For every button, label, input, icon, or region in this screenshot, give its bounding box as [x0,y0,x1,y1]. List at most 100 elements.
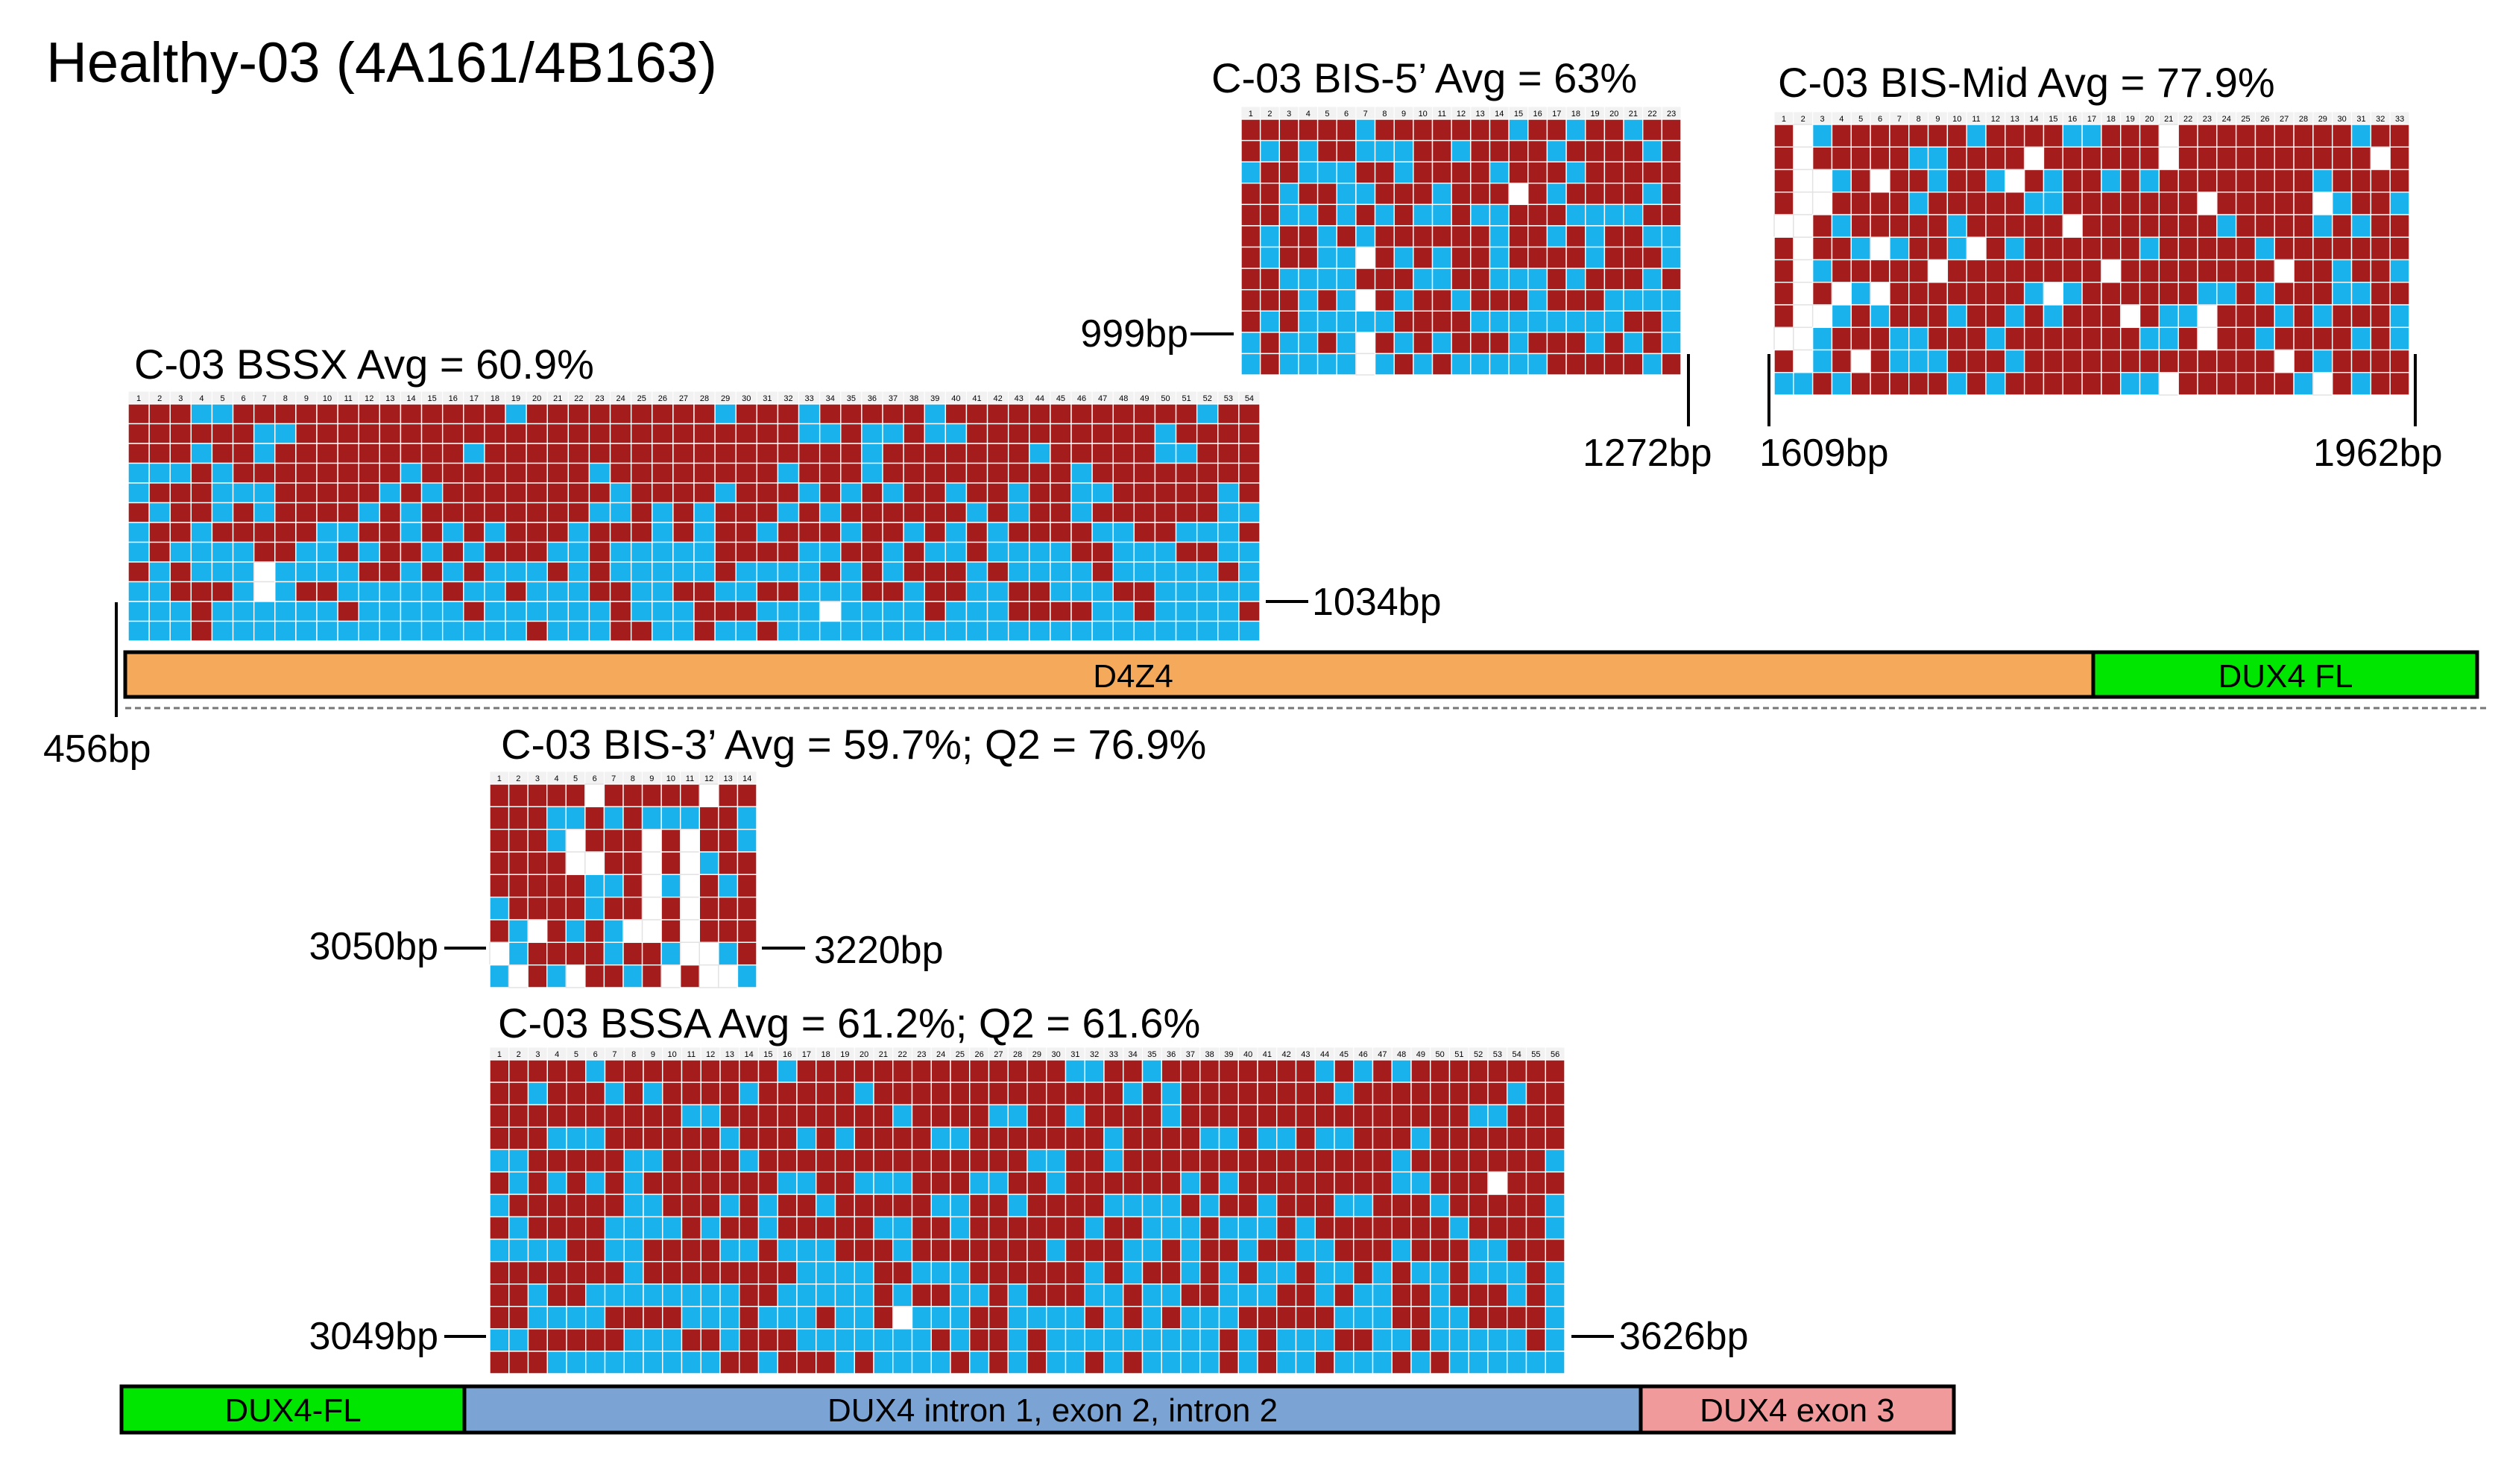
cpg-cell-methylated [2370,304,2391,328]
cpg-cell-methylated [2293,146,2314,171]
cpg-cell-methylated [1850,326,1871,351]
cpg-cell-methylated [1180,1082,1201,1105]
cpg-cell-unmethylated [1431,203,1452,227]
cpg-cell-methylated [1870,349,1890,373]
cpg-site-number: 2 [516,774,520,783]
cpg-cell-methylated [1355,203,1376,227]
cpg-cell-unmethylated [1908,349,1929,373]
cpg-cell-unmethylated [1123,1260,1144,1285]
cpg-cell-methylated [546,1193,567,1218]
cpg-cell-unmethylated [2043,168,2063,193]
cpg-site-number: 46 [1077,394,1086,403]
cpg-cell-methylated [1237,1193,1258,1218]
cpg-cell-unmethylated [253,502,276,523]
cpg-cell-methylated [757,1104,778,1128]
cpg-cell-unmethylated [1298,139,1319,162]
cpg-cell-not-determined [680,941,700,966]
cpg-cell-methylated [1218,1351,1239,1374]
cpg-cell-methylated [1316,183,1337,206]
cpg-cell-unmethylated [652,601,674,622]
cpg-cell-methylated [735,443,758,464]
cpg-cell-unmethylated [1489,225,1510,248]
cpg-cell-methylated [1546,288,1567,312]
cpg-cell-methylated [546,1328,567,1352]
cpg-cell-methylated [1065,1238,1085,1263]
cpg-cell-methylated [604,1149,625,1173]
cpg-cell-unmethylated [1374,353,1395,376]
cpg-cell-unmethylated [1603,288,1624,312]
cpg-cell-methylated [484,502,506,523]
cpg-cell-unmethylated [1123,1193,1144,1218]
cpg-cell-unmethylated [1175,522,1198,543]
cpg-cell-not-determined [565,964,586,988]
cpg-cell-methylated [2216,326,2237,351]
cpg-cell-methylated [1470,225,1491,248]
cpg-cell-methylated [700,1059,721,1083]
cpg-cell-methylated [316,403,338,425]
cpg-cell-methylated [1112,462,1135,484]
cpg-cell-methylated [1391,1306,1412,1330]
cpg-cell-methylated [546,1260,567,1285]
cpg-cell-methylated [2332,349,2353,373]
cpg-cell-unmethylated [379,482,402,504]
cpg-cell-methylated [1026,1104,1047,1128]
cpg-site-number: 11 [1972,115,1980,124]
cpg-cell-methylated [735,522,758,543]
cpg-cell-methylated [969,1082,990,1105]
cpg-site-number: 41 [972,394,981,403]
cpg-cell-methylated [508,1104,529,1128]
cpg-cell-unmethylated [1430,1328,1451,1352]
label-bssa-start: 3049bp [309,1315,438,1358]
label-bismid-end: 1962bp [2313,432,2443,475]
cpg-cell-methylated [777,541,800,563]
cpg-cell-methylated [1141,1260,1162,1285]
cpg-cell-methylated [930,1171,951,1196]
cpg-cell-methylated [2139,259,2160,283]
cpg-cell-methylated [1468,1082,1489,1105]
cpg-cell-methylated [546,874,567,898]
cpg-cell-methylated [1545,1171,1565,1196]
cpg-cell-unmethylated [1238,620,1261,642]
cpg-cell-unmethylated [316,522,338,543]
cpg-cell-methylated [2120,192,2141,215]
cpg-site-number: 3 [178,394,183,403]
cpg-cell-unmethylated [1448,1306,1469,1330]
cpg-cell-methylated [232,403,255,425]
cpg-cell-methylated [1133,403,1156,425]
cpg-cell-methylated [630,462,653,484]
cpg-cell-methylated [567,403,590,425]
cpg-cell-unmethylated [1314,1283,1335,1307]
cpg-cell-methylated [316,482,338,504]
cpg-cell-methylated [1154,482,1177,504]
cpg-cell-methylated [1546,161,1567,184]
cpg-cell-unmethylated [672,561,695,583]
cpg-cell-methylated [1451,225,1472,248]
cpg-cell-methylated [1966,372,1987,396]
cpg-cell-unmethylated [546,1238,567,1263]
cpg-cell-methylated [546,783,567,808]
cpg-cell-unmethylated [660,874,681,898]
cpg-cell-methylated [1133,462,1156,484]
cpg-cell-methylated [609,522,632,543]
cpg-cell-unmethylated [719,1306,740,1330]
cpg-cell-methylated [1199,1104,1220,1128]
cpg-cell-methylated [1545,1059,1565,1083]
cpg-cell-methylated [892,1126,913,1150]
cpg-cell-methylated [622,828,643,853]
cpg-cell-methylated [1336,139,1357,162]
cpg-cell-methylated [1413,161,1434,184]
cpg-cell-methylated [1889,192,1910,215]
cpg-cell-methylated [489,1216,510,1240]
cpg-cell-methylated [295,423,318,444]
cpg-cell-methylated [1448,1238,1469,1263]
cpg-cell-methylated [1870,124,1890,148]
cpg-cell-methylated [1372,1193,1393,1218]
cpg-cell-methylated [816,1306,836,1330]
cpg-cell-methylated [660,851,681,876]
cpg-cell-unmethylated [148,561,171,583]
cpg-cell-unmethylated [643,1193,663,1218]
cpg-cell-methylated [882,403,904,425]
cpg-cell-unmethylated [630,601,653,622]
cpg-cell-unmethylated [1141,1328,1162,1352]
heatmap-grid-bssx: 1 2 3 4 5 6 7 8 9 10 11 12 13 14 15 16 17 18 19 20 21 22 23 24 2… [127,391,1261,642]
